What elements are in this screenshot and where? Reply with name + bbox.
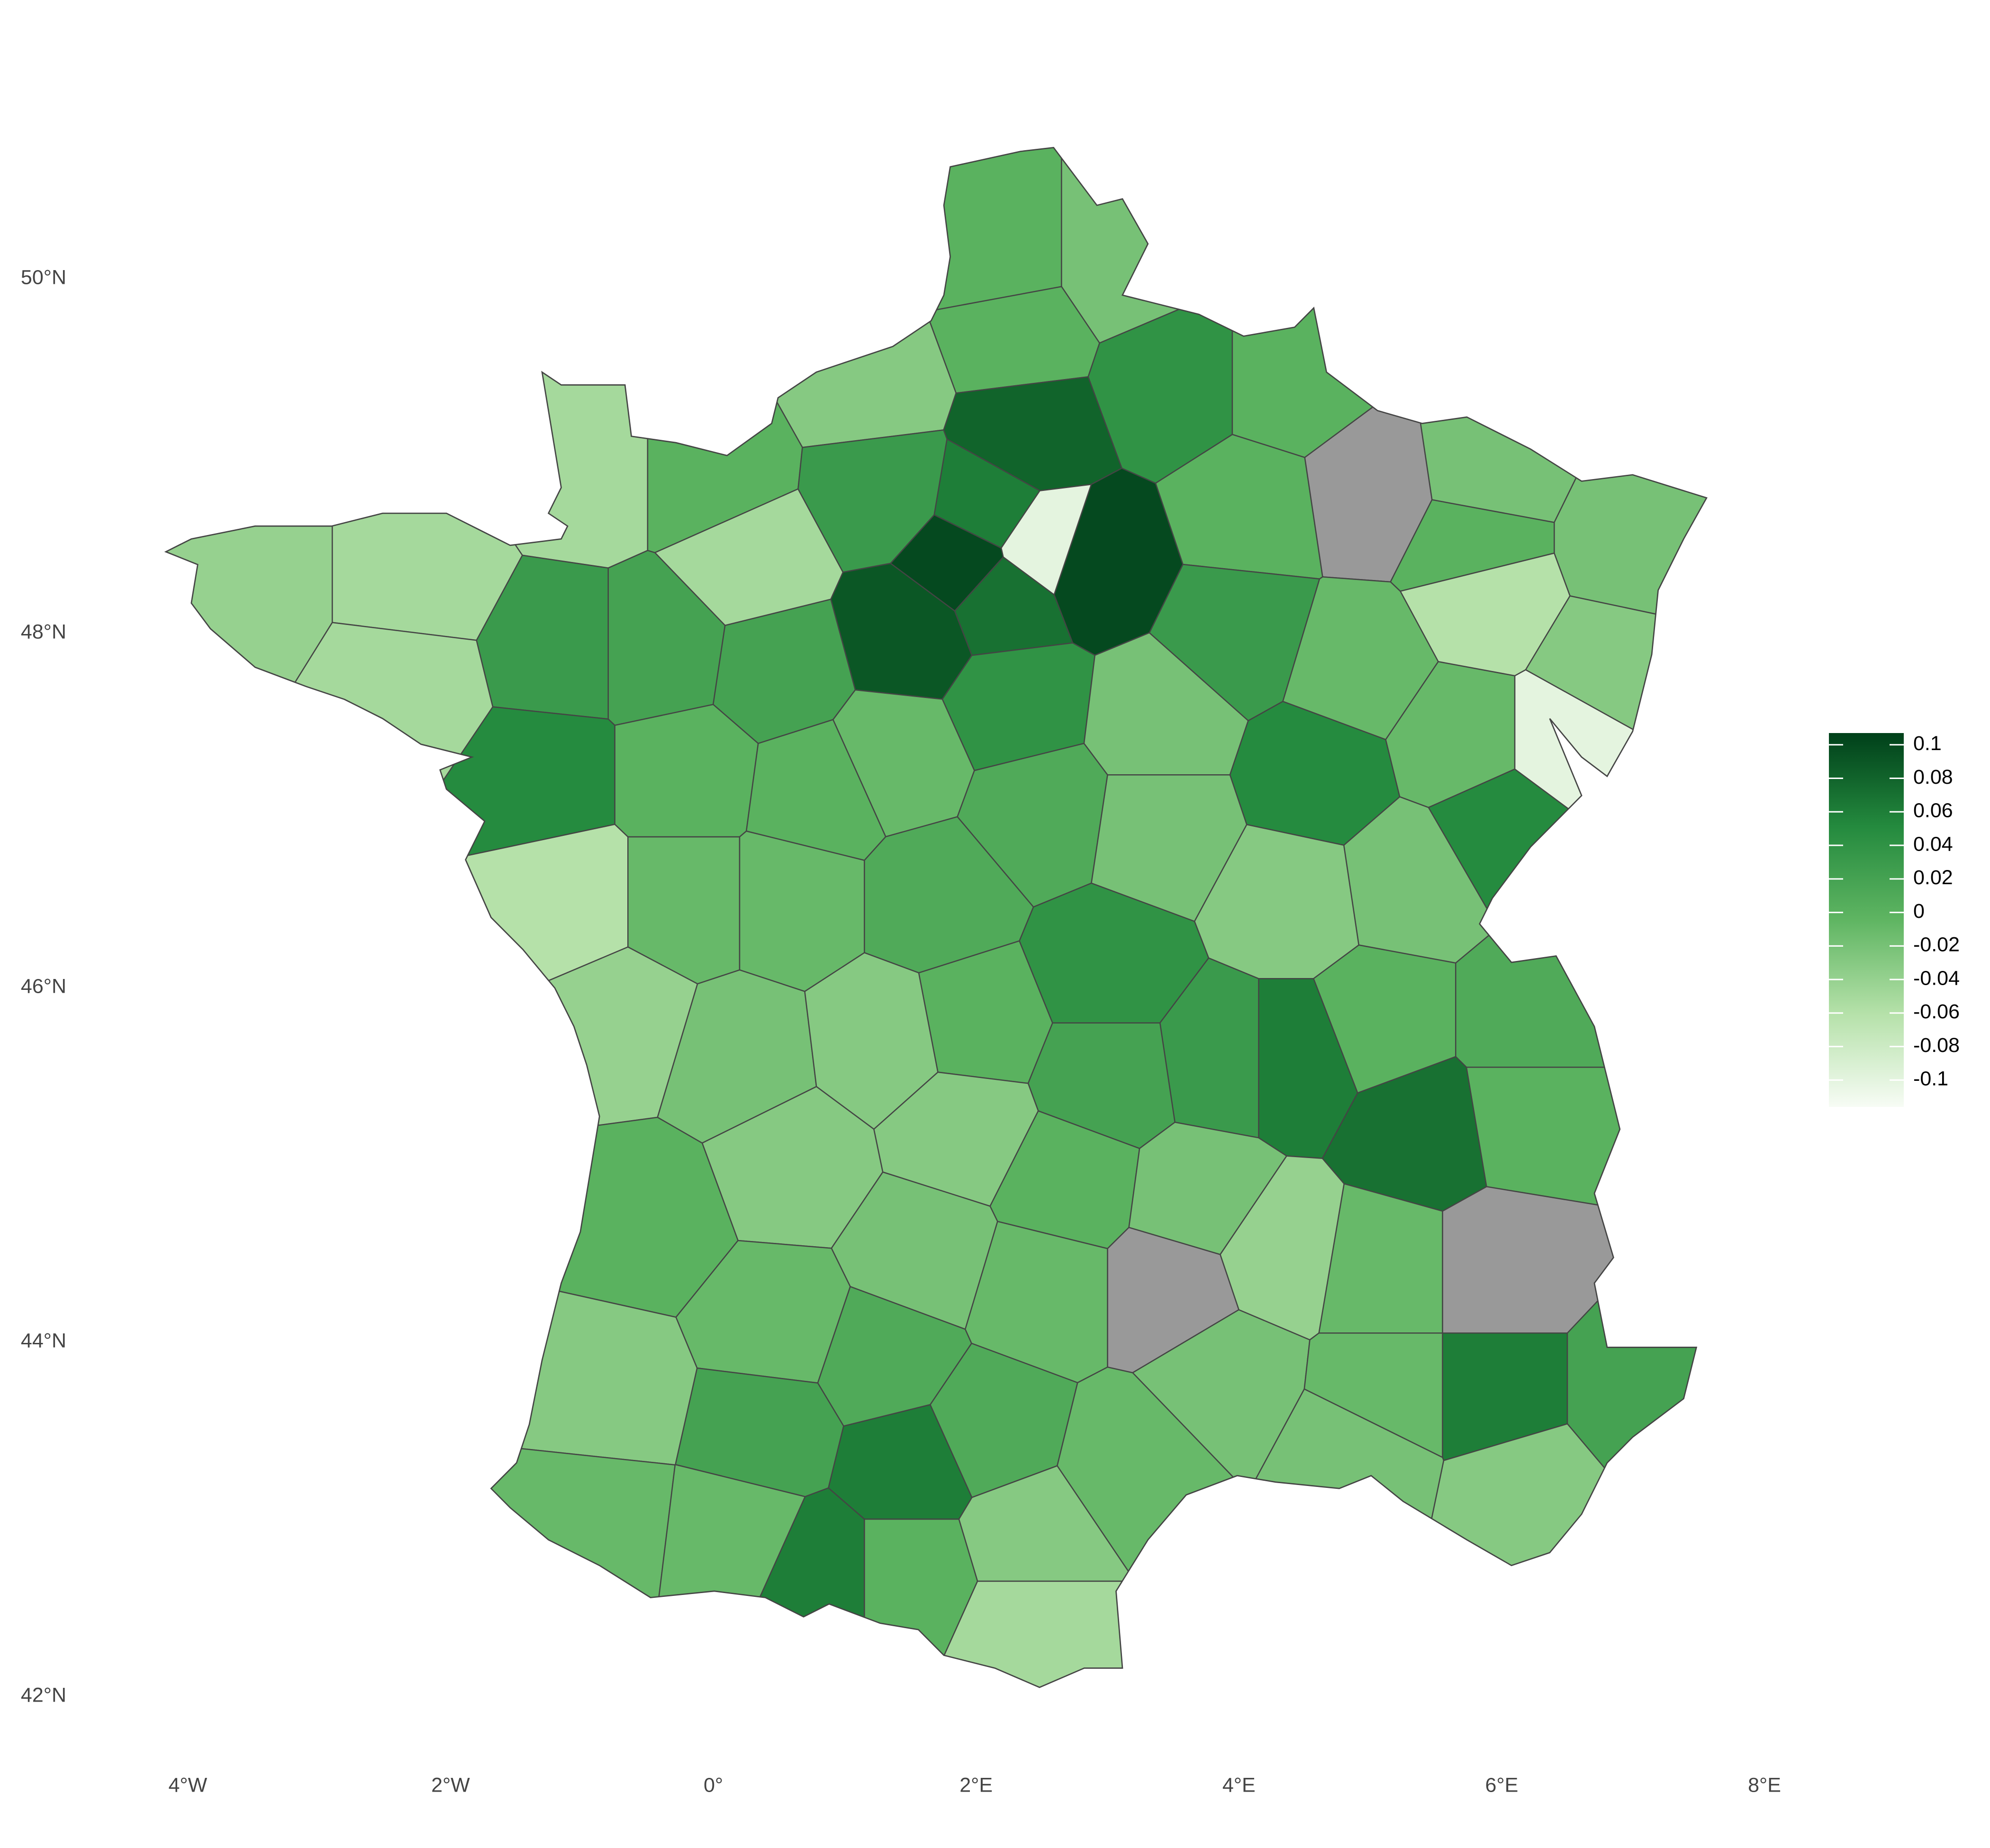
department <box>165 622 494 1156</box>
department <box>1442 1186 1678 1334</box>
y-tick-label: 42°N <box>21 1684 66 1706</box>
colorbar: 0.1 0.08 0.06 0.04 0.02 0 -0.02 -0.04 -0.06 -0.08… <box>1829 732 1960 1107</box>
department <box>1248 1388 1445 1688</box>
department <box>1455 901 1707 1068</box>
x-tick-label: 2°E <box>959 1774 993 1796</box>
colorbar-tick-label: 0.02 <box>1913 866 1953 889</box>
department <box>246 147 649 569</box>
department <box>647 170 803 553</box>
department <box>954 556 1074 656</box>
y-tick-label: 44°N <box>21 1329 66 1352</box>
colorbar-tick-label: 0 <box>1913 900 1925 923</box>
x-tick-label: 6°E <box>1485 1774 1518 1796</box>
x-tick-label: 8°E <box>1748 1774 1781 1796</box>
department <box>1413 147 1707 523</box>
x-tick-label: 4°E <box>1222 1774 1256 1796</box>
department <box>1465 1067 1707 1219</box>
x-tick-label: 4°W <box>168 1774 207 1796</box>
department <box>332 271 523 641</box>
department <box>1554 147 1707 686</box>
department <box>1231 147 1584 458</box>
department <box>594 147 957 448</box>
colorbar-tick-label: -0.06 <box>1913 1000 1960 1023</box>
colorbar-tick-label: -0.08 <box>1913 1034 1960 1057</box>
department <box>165 1393 676 1688</box>
department <box>165 1116 739 1318</box>
department <box>958 1465 1136 1582</box>
axes: 4°W 2°W 0° 2°E 4°E 6°E 8°E 42°N 44°N 46°N 48°N 50°N <box>21 266 1781 1796</box>
x-tick-label: 0° <box>704 1774 723 1796</box>
y-tick-label: 48°N <box>21 620 66 643</box>
colorbar-tick-label: 0.08 <box>1913 766 1953 788</box>
colorbar-tick-label: -0.02 <box>1913 933 1960 956</box>
department <box>1566 1100 1707 1688</box>
x-tick-label: 2°W <box>431 1774 470 1796</box>
colorbar-scale <box>1829 733 1904 1107</box>
country-outline <box>164 146 1708 1688</box>
y-tick-label: 46°N <box>21 975 66 997</box>
department <box>165 824 629 1195</box>
colorbar-tick-label: 0.06 <box>1913 799 1953 822</box>
department <box>630 147 1062 313</box>
colorbar-tick-label: 0.1 <box>1913 732 1942 755</box>
y-tick-label: 50°N <box>21 266 66 289</box>
colorbar-tick-label: -0.1 <box>1913 1068 1948 1090</box>
colorbar-tick-label: 0.04 <box>1913 833 1953 855</box>
department <box>1362 1423 1707 1688</box>
colorbar-tick-label: -0.04 <box>1913 967 1960 989</box>
department <box>1061 147 1442 344</box>
department <box>614 704 759 838</box>
